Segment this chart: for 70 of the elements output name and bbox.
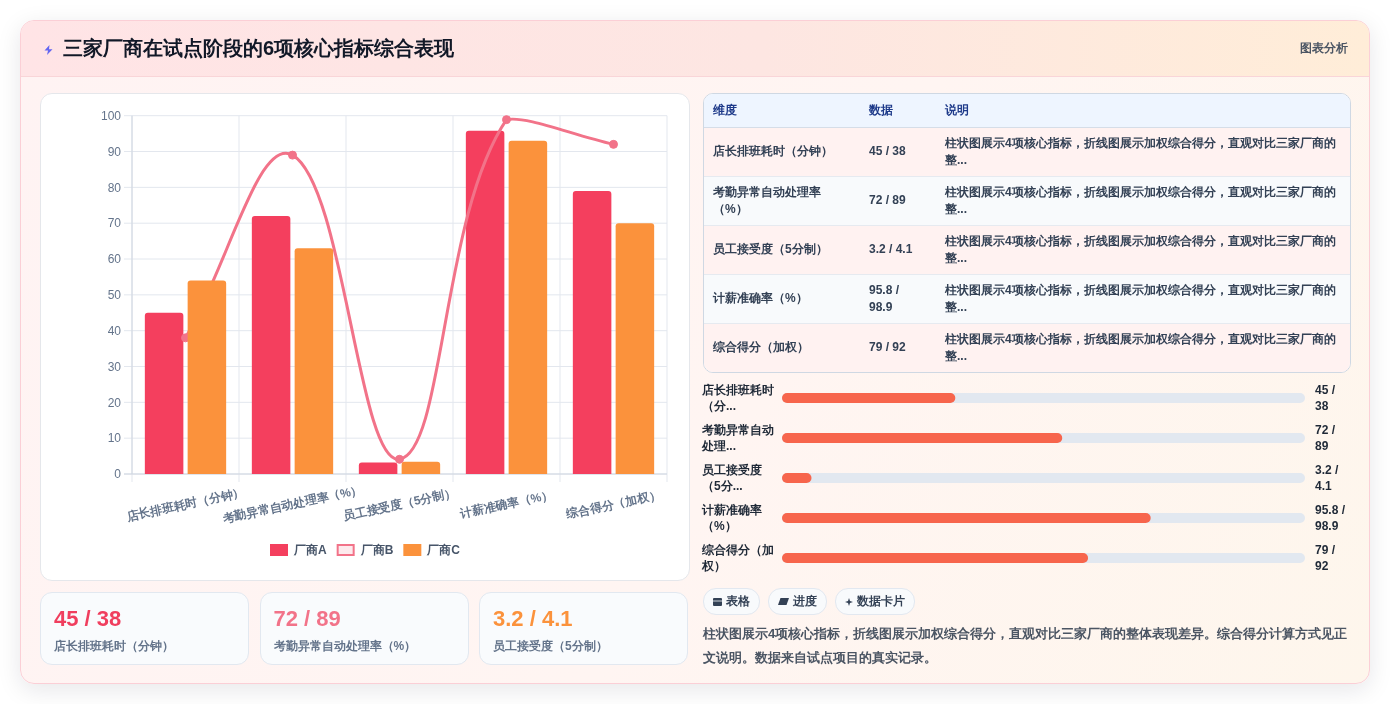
text: 95.8 / 98.9 xyxy=(1315,502,1347,534)
bar xyxy=(401,461,441,474)
text: 店长排班耗时（分钟） xyxy=(713,144,833,158)
text: 3.2 / 4.1 xyxy=(869,242,913,256)
y-tick-label: 50 xyxy=(107,288,122,303)
category-label: 数据 xyxy=(860,94,936,127)
y-tick-label: 店长排班耗时（分... xyxy=(702,382,775,414)
point xyxy=(395,454,404,464)
y-tick-label: 综合得分（加权） xyxy=(702,542,775,574)
bar xyxy=(251,216,291,474)
text: 综合得分（加权） xyxy=(713,340,809,355)
bar xyxy=(465,130,505,474)
text: 72 / 89 xyxy=(273,606,341,631)
y-tick-label: 20 xyxy=(107,395,122,410)
category-label: 说明 xyxy=(936,94,1350,127)
bar xyxy=(187,280,227,474)
category-label: 考勤异常自动处理率（%） xyxy=(273,638,417,654)
category-label: 维度 xyxy=(704,94,860,127)
text: 柱状图展示4项核心指标，折线图展示加权综合得分，直观对比三家厂商的整... xyxy=(945,331,1336,363)
y-tick-label: 100 xyxy=(100,108,122,123)
y-tick-label: 员工接受度（5分... xyxy=(702,462,763,494)
legend-label: 厂商A xyxy=(293,543,327,558)
text: 柱状图展示4项核心指标，折线图展示加权综合得分，直观对比三家厂商的整... xyxy=(945,233,1336,265)
point xyxy=(288,150,297,160)
y-tick-label: 60 xyxy=(107,252,122,267)
text: 柱状图展示4项核心指标，折线图展示加权综合得分，直观对比三家厂商的整... xyxy=(945,282,1336,314)
y-tick-label: 40 xyxy=(107,323,122,338)
point xyxy=(502,115,511,125)
text: 45 / 38 xyxy=(54,606,122,631)
y-tick-label: 0 xyxy=(114,467,122,482)
category-label: 数据卡片 xyxy=(857,594,905,609)
text: 45 / 38 xyxy=(869,144,906,158)
x-tick-label: 综合得分（加权） xyxy=(564,487,662,522)
text: 员工接受度（5分制） xyxy=(713,242,828,256)
x-tick-label: 计薪准确率（%） xyxy=(457,487,555,522)
text: 柱状图展示4项核心指标，折线图展示加权综合得分，直观对比三家厂商的整体表现差异。综合得分计算方式见正文说明。数据来自试点项目的真实记录。 xyxy=(703,625,1349,667)
bar xyxy=(358,462,398,474)
bar xyxy=(615,223,655,474)
text: 计薪准确率（%） xyxy=(713,291,808,305)
text: 考勤异常自动处理率（%） xyxy=(713,184,821,216)
text: 72 / 89 xyxy=(869,193,906,207)
legend-label: 厂商C xyxy=(426,543,461,558)
text: 79 / 92 xyxy=(1315,542,1336,574)
text: 柱状图展示4项核心指标，折线图展示加权综合得分，直观对比三家厂商的整... xyxy=(945,184,1336,216)
text: 3.2 / 4.1 xyxy=(493,606,573,631)
y-tick-label: 30 xyxy=(107,359,122,374)
text: 三家厂商在试点阶段的6项核心指标综合表现 xyxy=(63,36,455,61)
bar xyxy=(508,140,548,474)
text: 柱状图展示4项核心指标，折线图展示加权综合得分，直观对比三家厂商的整... xyxy=(945,135,1336,167)
text: 图表分析 xyxy=(1300,41,1348,55)
legend-label: 厂商B xyxy=(359,543,394,558)
point xyxy=(609,139,618,149)
text: 45 / 38 xyxy=(1315,382,1336,414)
bar xyxy=(782,473,812,483)
text: 79 / 92 xyxy=(869,340,906,355)
y-tick-label: 90 xyxy=(107,144,122,159)
y-tick-label: 80 xyxy=(107,180,122,195)
category-label: 进度 xyxy=(793,594,817,609)
text: 95.8 / 98.9 xyxy=(869,282,900,314)
bar xyxy=(144,312,184,474)
text: 72 / 89 xyxy=(1315,422,1336,454)
y-tick-label: 10 xyxy=(107,431,122,446)
bar xyxy=(294,248,334,474)
bar xyxy=(572,190,612,474)
category-label: 员工接受度（5分制） xyxy=(493,638,608,654)
y-tick-label: 70 xyxy=(107,216,122,231)
text: 3.2 / 4.1 xyxy=(1315,462,1340,494)
y-tick-label: 考勤异常自动处理... xyxy=(702,422,775,454)
category-label: 店长排班耗时（分钟） xyxy=(54,638,174,654)
category-label: 表格 xyxy=(726,594,750,609)
